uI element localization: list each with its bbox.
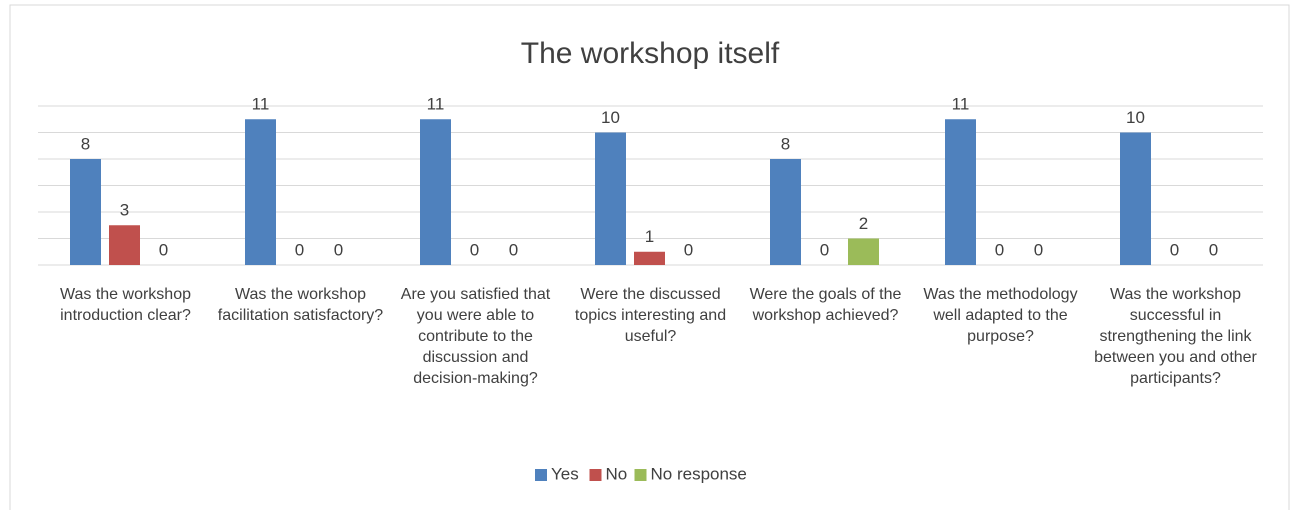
bar xyxy=(595,132,626,265)
data-label: 0 xyxy=(470,240,479,259)
bar xyxy=(770,159,801,265)
data-label: 3 xyxy=(120,201,129,220)
bar xyxy=(70,159,101,265)
bar xyxy=(245,119,276,265)
data-label: 0 xyxy=(820,240,829,259)
x-tick-label: Are you satisfied that you were able to … xyxy=(400,286,551,387)
data-label: 1 xyxy=(645,227,654,246)
x-tick-label: Was the workshop facilitation satisfacto… xyxy=(217,286,384,324)
bar xyxy=(109,225,140,265)
x-tick-label: Were the discussed topics interesting an… xyxy=(574,286,727,345)
x-tick-label: Were the goals of the workshop achieved? xyxy=(749,286,902,324)
data-label: 0 xyxy=(295,240,304,259)
data-label: 11 xyxy=(952,95,970,114)
legend-swatch xyxy=(535,469,547,481)
data-label: 8 xyxy=(781,134,790,153)
bar xyxy=(634,251,665,265)
bar xyxy=(945,119,976,265)
data-label: 11 xyxy=(252,95,270,114)
data-label: 0 xyxy=(159,240,168,259)
data-label: 2 xyxy=(859,214,868,233)
data-label: 10 xyxy=(1126,108,1145,127)
data-label: 0 xyxy=(509,240,518,259)
legend-label: No xyxy=(606,464,628,483)
x-tick-label: Was the methodology well adapted to the … xyxy=(923,286,1078,345)
legend-label: Yes xyxy=(551,464,579,483)
data-label: 10 xyxy=(601,108,620,127)
legend-label: No response xyxy=(651,464,747,483)
data-label: 0 xyxy=(1170,240,1179,259)
data-label: 0 xyxy=(1034,240,1043,259)
chart-title: The workshop itself xyxy=(521,37,780,70)
data-label: 0 xyxy=(334,240,343,259)
bar xyxy=(1120,132,1151,265)
bar xyxy=(420,119,451,265)
data-label: 0 xyxy=(1209,240,1218,259)
data-label: 0 xyxy=(995,240,1004,259)
x-tick-label: Was the workshop successful in strengthe… xyxy=(1094,286,1257,387)
bar xyxy=(848,238,879,265)
legend-swatch xyxy=(634,469,647,481)
data-label: 8 xyxy=(81,134,90,153)
data-label: 11 xyxy=(427,95,445,114)
x-tick-label: Was the workshop introduction clear? xyxy=(59,286,191,324)
legend-swatch xyxy=(589,469,602,481)
data-label: 0 xyxy=(684,240,693,259)
